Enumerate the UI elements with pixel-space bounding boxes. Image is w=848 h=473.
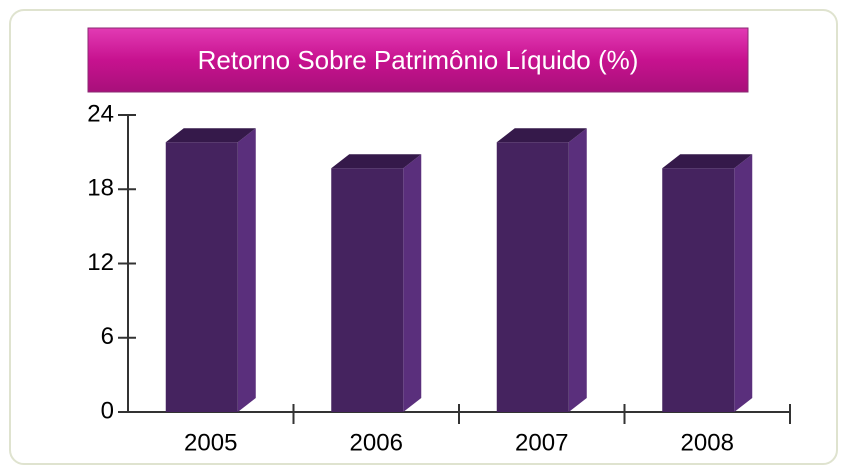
bar-top	[496, 128, 587, 143]
bar	[165, 142, 238, 412]
title-banner	[87, 27, 749, 93]
bar-top	[662, 154, 753, 169]
x-tick-label: 2008	[681, 429, 734, 456]
bar-top	[331, 154, 422, 169]
y-tick-label: 18	[87, 175, 114, 202]
y-tick-label: 0	[101, 397, 114, 424]
bar	[662, 168, 735, 412]
chart-title: Retorno Sobre Patrimônio Líquido (%)	[198, 45, 639, 75]
bar-side	[734, 154, 753, 412]
bar	[496, 142, 569, 412]
bar	[331, 168, 404, 412]
bar-side	[568, 128, 587, 412]
y-tick-label: 24	[87, 100, 114, 127]
y-tick-label: 12	[87, 249, 114, 276]
bar-top	[165, 128, 256, 143]
y-tick-label: 6	[101, 323, 114, 350]
x-tick-label: 2006	[350, 429, 403, 456]
bar-side	[237, 128, 256, 412]
x-tick-label: 2007	[515, 429, 568, 456]
bar-side	[403, 154, 422, 412]
x-tick-label: 2005	[184, 429, 237, 456]
